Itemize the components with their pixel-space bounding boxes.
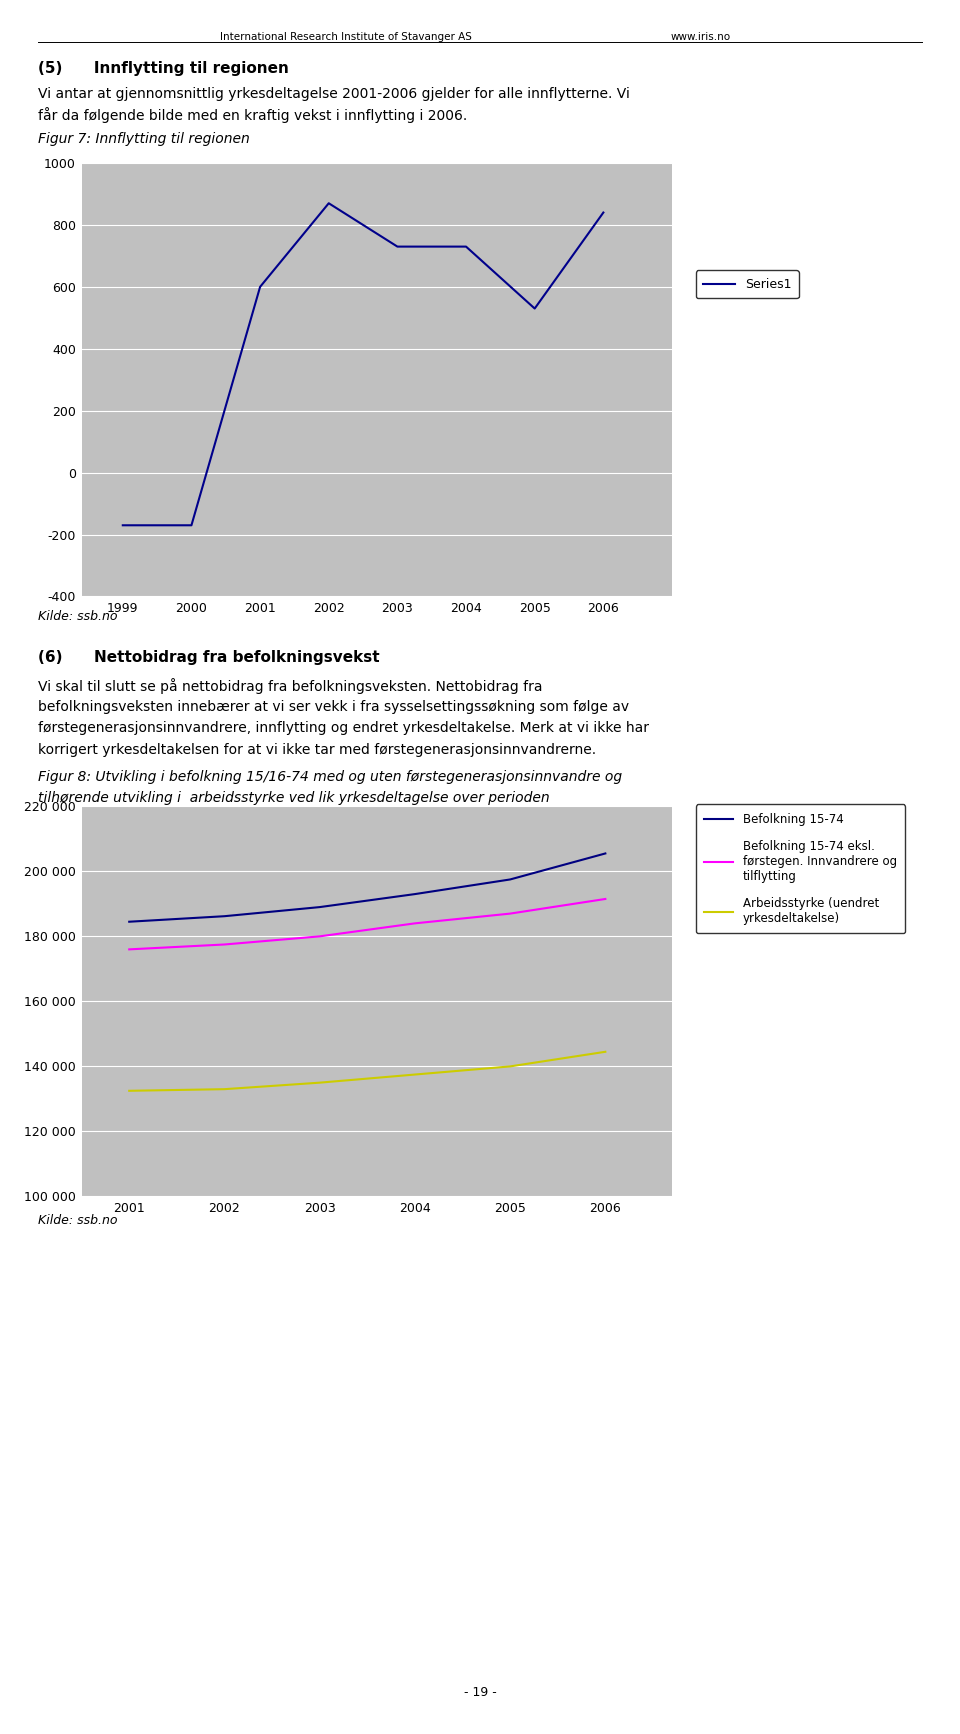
- Text: Kilde: ssb.no: Kilde: ssb.no: [38, 1214, 118, 1226]
- Text: får da følgende bilde med en kraftig vekst i innflytting i 2006.: får da følgende bilde med en kraftig vek…: [38, 108, 468, 123]
- Text: Figur 7: Innflytting til regionen: Figur 7: Innflytting til regionen: [38, 132, 251, 146]
- Text: (6)      Nettobidrag fra befolkningsvekst: (6) Nettobidrag fra befolkningsvekst: [38, 650, 380, 666]
- Text: førstegenerasjonsinnvandrere, innflytting og endret yrkesdeltakelse. Merk at vi : førstegenerasjonsinnvandrere, innflyttin…: [38, 721, 649, 735]
- Text: befolkningsveksten innebærer at vi ser vekk i fra sysselsettingssøkning som følg: befolkningsveksten innebærer at vi ser v…: [38, 699, 630, 714]
- Legend: Befolkning 15-74, Befolkning 15-74 eksl.
førstegen. Innvandrere og
tilflytting, : Befolkning 15-74, Befolkning 15-74 eksl.…: [696, 805, 905, 933]
- Text: Figur 8: Utvikling i befolkning 15/16-74 med og uten førstegenerasjonsinnvandre : Figur 8: Utvikling i befolkning 15/16-74…: [38, 770, 622, 784]
- Legend: Series1: Series1: [696, 271, 799, 298]
- Text: (5)      Innflytting til regionen: (5) Innflytting til regionen: [38, 61, 289, 76]
- Text: tilhørende utvikling i  arbeidsstyrke ved lik yrkesdeltagelse over perioden: tilhørende utvikling i arbeidsstyrke ved…: [38, 791, 550, 805]
- Text: www.iris.no: www.iris.no: [671, 33, 731, 42]
- Text: Vi antar at gjennomsnittlig yrkesdeltagelse 2001-2006 gjelder for alle innflytte: Vi antar at gjennomsnittlig yrkesdeltage…: [38, 87, 631, 101]
- Text: International Research Institute of Stavanger AS: International Research Institute of Stav…: [220, 33, 471, 42]
- Text: Kilde: ssb.no: Kilde: ssb.no: [38, 610, 118, 623]
- Text: Vi skal til slutt se på nettobidrag fra befolkningsveksten. Nettobidrag fra: Vi skal til slutt se på nettobidrag fra …: [38, 678, 543, 694]
- Text: korrigert yrkesdeltakelsen for at vi ikke tar med førstegenerasjonsinnvandrerne.: korrigert yrkesdeltakelsen for at vi ikk…: [38, 742, 596, 758]
- Text: - 19 -: - 19 -: [464, 1687, 496, 1699]
